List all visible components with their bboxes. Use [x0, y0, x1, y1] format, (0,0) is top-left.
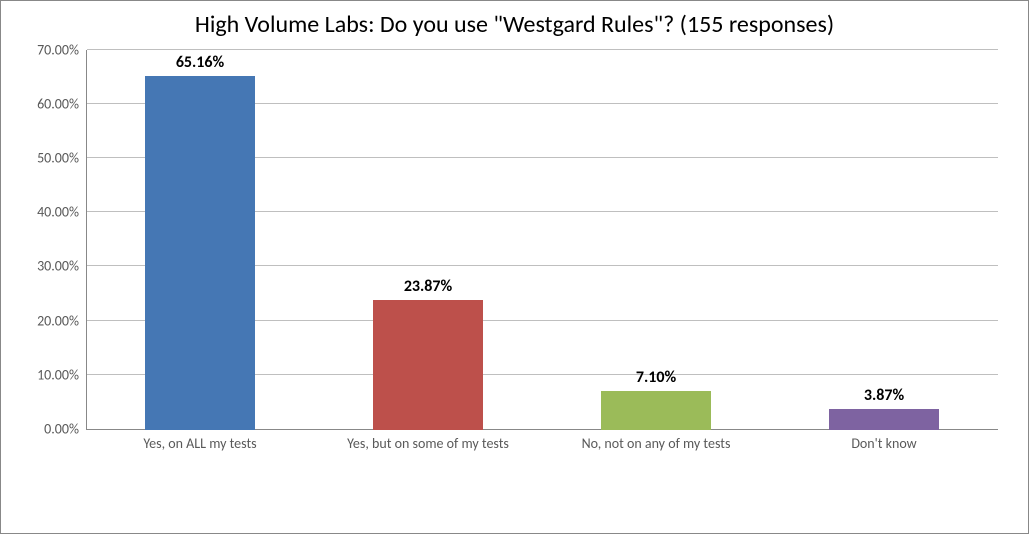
x-axis-label: No, not on any of my tests — [542, 436, 770, 453]
y-tick-label: 30.00% — [37, 258, 87, 275]
bar-value-label: 65.16% — [176, 53, 224, 76]
bar-slot: 7.10% — [542, 50, 770, 430]
bar: 3.87% — [829, 409, 938, 430]
bar-value-label: 23.87% — [404, 277, 452, 300]
plot-area: 0.00%10.00%20.00%30.00%40.00%50.00%60.00… — [86, 50, 998, 430]
y-tick-label: 60.00% — [37, 95, 87, 112]
y-tick-label: 0.00% — [44, 420, 87, 437]
x-axis-label: Don't know — [770, 436, 998, 453]
y-tick-label: 20.00% — [37, 312, 87, 329]
x-axis-labels: Yes, on ALL my testsYes, but on some of … — [86, 430, 998, 453]
bars-row: 65.16% 23.87% 7.10% 3.87% — [86, 50, 998, 430]
bar: 7.10% — [601, 391, 710, 430]
bar-slot: 23.87% — [314, 50, 542, 430]
y-tick-label: 50.00% — [37, 150, 87, 167]
y-tick-label: 70.00% — [37, 41, 87, 58]
bar-value-label: 7.10% — [636, 368, 676, 391]
bar: 23.87% — [373, 300, 482, 430]
chart-frame: High Volume Labs: Do you use "Westgard R… — [0, 0, 1029, 534]
x-axis-label: Yes, on ALL my tests — [86, 436, 314, 453]
bar-slot: 3.87% — [770, 50, 998, 430]
chart-title: High Volume Labs: Do you use "Westgard R… — [21, 11, 1008, 40]
x-axis-label: Yes, but on some of my tests — [314, 436, 542, 453]
bar: 65.16% — [145, 76, 254, 430]
y-tick-label: 40.00% — [37, 204, 87, 221]
bar-slot: 65.16% — [86, 50, 314, 430]
y-tick-label: 10.00% — [37, 366, 87, 383]
bar-value-label: 3.87% — [864, 386, 904, 409]
